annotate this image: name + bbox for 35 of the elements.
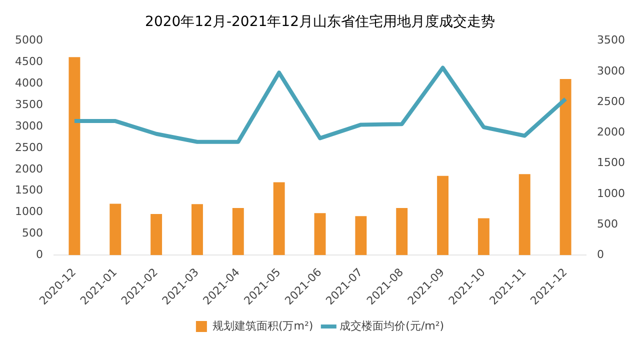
bar <box>150 214 162 256</box>
y-tick-label: 4500 <box>14 55 43 68</box>
y-tick-label: 1500 <box>14 184 43 197</box>
y2-tick-label: 3500 <box>597 34 626 47</box>
y-tick-label: 0 <box>36 248 43 262</box>
y2-tick-label: 2500 <box>597 94 626 108</box>
bar <box>192 204 203 256</box>
y2-tick-label: 0 <box>597 248 604 262</box>
y-tick-label: 2500 <box>14 140 43 154</box>
legend-label: 规划建筑面积(万m²) <box>212 319 314 332</box>
chart-title: 2020年12月-2021年12月山东省住宅用地月度成交走势 <box>145 14 495 30</box>
bar <box>437 176 448 256</box>
y-tick-label: 4000 <box>14 76 43 90</box>
bar <box>518 174 530 256</box>
y-tick-label: 500 <box>22 226 43 240</box>
bar <box>560 78 572 256</box>
y-tick-label: 2000 <box>14 162 43 176</box>
bar <box>396 208 408 256</box>
y2-tick-label: 1500 <box>597 156 626 170</box>
y2-tick-label: 1000 <box>597 186 626 200</box>
bar <box>355 216 367 256</box>
bar <box>314 213 326 256</box>
y2-tick-label: 3000 <box>597 64 626 78</box>
y-tick-label: 3500 <box>14 98 43 111</box>
bar <box>478 218 490 256</box>
bar <box>68 57 80 256</box>
y-tick-label: 5000 <box>14 34 43 47</box>
y2-tick-label: 2000 <box>597 126 626 139</box>
bar <box>232 208 244 256</box>
bar <box>110 204 122 256</box>
y2-tick-label: 500 <box>597 217 618 230</box>
bar <box>273 182 285 256</box>
y-tick-label: 3000 <box>14 119 43 132</box>
y-tick-label: 1000 <box>14 205 43 218</box>
legend-label: 成交楼面均价(元/m²) <box>340 319 444 332</box>
